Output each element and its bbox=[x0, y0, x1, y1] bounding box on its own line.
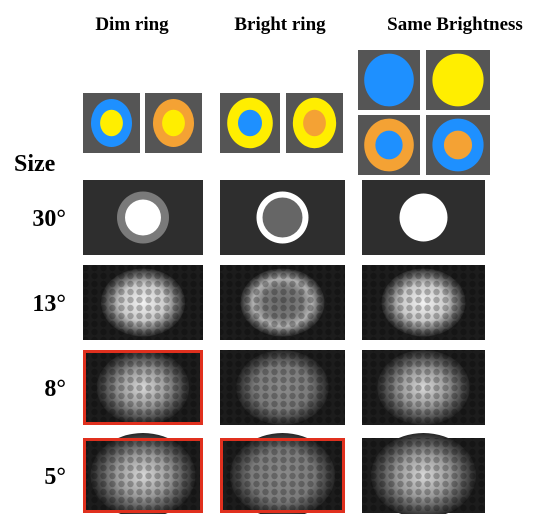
column-header: Same Brightness bbox=[387, 14, 523, 35]
pixel-pattern bbox=[220, 350, 345, 425]
highlight-border bbox=[83, 350, 203, 425]
stimulus-outer bbox=[432, 53, 484, 107]
row-label: 5° bbox=[44, 464, 66, 490]
stimulus-inner bbox=[375, 130, 403, 160]
pixel-pattern bbox=[83, 350, 203, 425]
highlight-border bbox=[220, 438, 345, 513]
disc bbox=[262, 197, 303, 238]
pixel-pattern bbox=[83, 438, 203, 513]
pixel-pattern bbox=[362, 265, 485, 340]
pixel-pattern bbox=[220, 438, 345, 513]
stimulus-outer bbox=[364, 53, 414, 107]
row-label: 8° bbox=[44, 376, 66, 402]
stimulus-inner bbox=[162, 109, 185, 137]
highlight-border bbox=[83, 438, 203, 513]
pixel-pattern bbox=[220, 265, 345, 340]
stimulus-inner bbox=[443, 130, 473, 160]
disc bbox=[125, 199, 161, 236]
pixel-pattern bbox=[362, 438, 485, 513]
column-header: Dim ring bbox=[95, 14, 169, 35]
pixel-pattern bbox=[362, 350, 485, 425]
pixel-pattern bbox=[83, 265, 203, 340]
row-label: 13° bbox=[32, 291, 66, 317]
disc bbox=[399, 193, 448, 242]
row-header: Size bbox=[14, 151, 56, 177]
stimulus-inner bbox=[100, 109, 123, 137]
stimulus-inner bbox=[238, 109, 262, 137]
stimulus-inner bbox=[303, 109, 326, 137]
row-label: 30° bbox=[32, 206, 66, 232]
column-header: Bright ring bbox=[234, 14, 326, 35]
